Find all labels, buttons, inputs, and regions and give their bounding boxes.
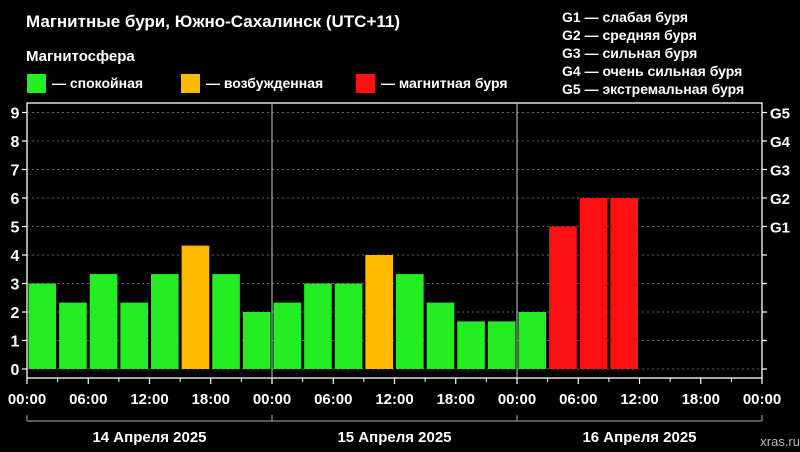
y-tick-label: 7	[11, 163, 20, 180]
legend-label-active: — возбужденная	[206, 75, 323, 91]
y-tick-label: 2	[11, 305, 20, 322]
x-tick-label: 06:00	[69, 391, 107, 408]
y-tick-label: 9	[11, 106, 20, 123]
bar-quiet	[242, 312, 271, 369]
x-tick-label: 00:00	[498, 391, 536, 408]
bar-quiet	[273, 302, 302, 369]
x-tick-label: 06:00	[314, 391, 352, 408]
bar-storm	[549, 226, 577, 369]
bar-quiet	[518, 312, 547, 369]
x-tick-label: 18:00	[682, 391, 720, 408]
bar-storm	[610, 198, 638, 369]
bar-quiet	[487, 321, 516, 369]
plot-area: 0 1 2 3 4 5 6 7 8 9 G1 G2 G3 G4 G5 00:00 06:00 12:00 18:00…	[8, 102, 791, 446]
g-level-label: G2	[770, 191, 790, 208]
y-tick-label: 6	[11, 191, 20, 208]
y-tick-label: 3	[11, 277, 20, 294]
bar-quiet	[457, 321, 485, 369]
storm-scale-g3: G3 — сильная буря	[562, 45, 697, 61]
storm-scale-g4: G4 — очень сильная буря	[562, 63, 742, 79]
storm-scale-g5: G5 — экстремальная буря	[562, 81, 744, 97]
x-tick-label: 12:00	[620, 391, 658, 408]
day-label: 14 Апреля 2025	[92, 429, 206, 446]
legend-swatch-quiet	[27, 74, 46, 93]
x-tick-label: 00:00	[743, 391, 781, 408]
bar-quiet	[426, 302, 455, 369]
y-tick-label: 1	[11, 334, 20, 351]
g-level-label: G3	[770, 163, 790, 180]
bar-quiet	[120, 302, 148, 369]
x-tick-label: 00:00	[8, 391, 46, 408]
legend-label-quiet: — спокойная	[52, 75, 143, 91]
y-tick-label: 5	[11, 220, 20, 237]
x-tick-label: 00:00	[253, 391, 291, 408]
bar-quiet	[304, 283, 332, 369]
x-tick-label: 12:00	[130, 391, 168, 408]
watermark: xras.ru	[760, 434, 800, 449]
g-level-label: G4	[770, 134, 791, 151]
x-tick-label: 18:00	[192, 391, 230, 408]
bar-quiet	[59, 302, 87, 369]
day-label: 16 Апреля 2025	[582, 429, 696, 446]
y-tick-label: 4	[11, 248, 20, 265]
legend-swatch-active	[181, 74, 200, 93]
x-tick-label: 18:00	[437, 391, 475, 408]
x-tick-label: 12:00	[375, 391, 413, 408]
legend-title: Магнитосфера	[26, 48, 135, 65]
g-level-label: G1	[770, 220, 790, 237]
y-tick-label: 0	[11, 362, 20, 379]
bar-storm	[579, 198, 608, 369]
storm-scale-g1: G1 — слабая буря	[562, 9, 688, 25]
y-tick-label: 8	[11, 134, 20, 151]
storm-scale-g2: G2 — средняя буря	[562, 27, 697, 43]
bar-quiet	[28, 283, 57, 369]
bar-active	[181, 245, 210, 369]
bar-quiet	[396, 274, 424, 369]
bar-quiet	[334, 283, 363, 369]
day-label: 15 Апреля 2025	[337, 429, 451, 446]
g-level-label: G5	[770, 106, 790, 123]
bar-quiet	[89, 274, 118, 369]
legend-label-storm: — магнитная буря	[381, 75, 508, 91]
legend-swatch-storm	[356, 74, 375, 93]
bar-quiet	[212, 274, 240, 369]
x-tick-label: 06:00	[559, 391, 597, 408]
chart-title: Магнитные бури, Южно-Сахалинск (UTC+11)	[26, 12, 400, 31]
bar-active	[365, 255, 393, 369]
bar-quiet	[151, 274, 179, 369]
